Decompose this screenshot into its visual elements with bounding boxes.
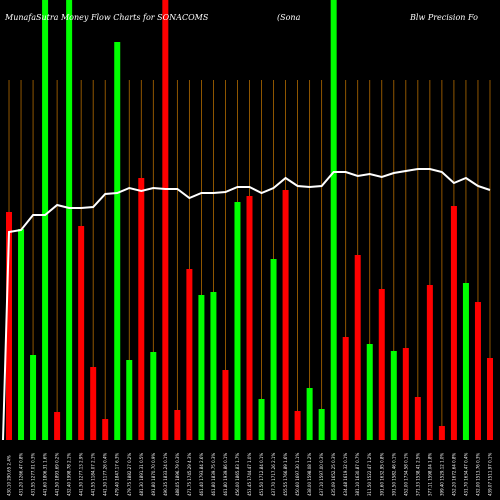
money-flow-bar	[174, 410, 181, 440]
x-tick-label: 451.45 1744.47 1.0%	[247, 453, 252, 496]
money-flow-bar	[210, 292, 217, 440]
money-flow-bar	[294, 411, 301, 440]
chart-title-company: (Sona	[277, 13, 301, 22]
x-tick-label: 434.48 1619.32 0.1%	[343, 453, 348, 496]
x-tick-label: 432.00 1513.76 0.3%	[475, 453, 480, 496]
money-flow-bar	[270, 259, 277, 440]
chart-title-main: MunafaSutra Money Flow Charts for SONACO…	[4, 13, 209, 22]
x-tick-label: 391.60 1632.95 0.8%	[379, 453, 384, 496]
money-flow-bar	[162, 0, 169, 440]
x-tick-label: 452.00 1734.58 0.1%	[403, 453, 408, 496]
x-tick-label: 479.75 1882.27 0.2%	[127, 453, 132, 496]
x-tick-label: 441.50 1893.69 0.2%	[55, 453, 60, 496]
money-flow-bar	[30, 355, 37, 440]
money-flow-bar	[330, 0, 337, 440]
money-flow-bar	[222, 370, 229, 440]
bars	[6, 0, 493, 440]
money-flow-bar	[66, 0, 73, 440]
chart-title-company-rest: Blw Precision Fo	[409, 13, 478, 22]
money-flow-bar	[54, 412, 61, 440]
x-tick-label: 441.30 1277.13 2.9%	[79, 453, 84, 496]
x-tick-label: 451.50 1712.84 0.1%	[259, 453, 264, 496]
money-flow-bar	[114, 42, 121, 440]
x-tick-label: 437.10 1597.00 0.3%	[319, 453, 324, 496]
x-tick-label: 399.40 1529.12 1.0%	[439, 453, 444, 496]
x-tick-label: 381.10 1630.87 0.7%	[355, 453, 360, 496]
x-tick-label: 479.40 1847.17 6.3%	[115, 453, 120, 496]
money-flow-bar	[486, 358, 493, 440]
x-tick-label: 391.50 1582.46 0.1%	[391, 453, 396, 496]
price-line-layer	[2, 168, 491, 441]
x-tick-label: 431.55 1277.01 0.3%	[31, 453, 36, 496]
money-flow-bar	[18, 229, 25, 440]
x-tick-label: 439.07 1511.97 0.1%	[487, 453, 492, 496]
money-flow-bar	[450, 206, 457, 440]
price-line	[2, 168, 491, 441]
money-flow-bar	[366, 344, 373, 440]
x-tick-label: 488.05 1896.79 0.3%	[175, 453, 180, 496]
money-flow-bar	[426, 285, 433, 440]
x-tick-label: 471.75 1745.29 4.3%	[187, 453, 192, 496]
money-flow-bar	[246, 196, 253, 440]
money-flow-bar	[282, 190, 289, 440]
x-tick-label: 461.40 1793.84 2.6%	[199, 453, 204, 496]
x-tick-label: 441.55 1184.07 2.1%	[91, 453, 96, 496]
x-tick-labels: 430.10 290.65 2.4% 431.20 1266.47 0.8% 431…	[7, 453, 493, 496]
money-flow-bar	[378, 289, 385, 440]
x-tick-label: 490.35 1833.24 0.1%	[163, 453, 168, 496]
x-tick-label: 431.70 1634.47 0.4%	[463, 453, 468, 496]
money-flow-bar	[138, 178, 145, 440]
money-flow-bar	[234, 202, 241, 440]
money-flow-bar	[474, 302, 481, 440]
money-flow-bar	[306, 388, 313, 440]
money-flow-bar	[462, 283, 469, 440]
x-tick-label: 435.09 1652.25 0.3%	[331, 453, 336, 496]
money-flow-bar	[90, 367, 97, 440]
x-tick-label: 311.50 1522.47 1.2%	[367, 453, 372, 496]
money-flow-bar	[258, 399, 265, 440]
money-flow-bar	[126, 360, 133, 440]
money-flow-bar	[318, 409, 325, 440]
x-tick-label: 455.55 1766.89 1.6%	[283, 453, 288, 496]
x-tick-label: 431.20 1266.47 0.8%	[19, 453, 24, 496]
money-flow-bar	[414, 397, 421, 440]
money-flow-bar	[42, 0, 49, 440]
x-tick-label: 461.80 1839.75 0.3%	[211, 453, 216, 496]
money-flow-bar	[102, 419, 109, 440]
x-tick-label: 461.80 1939.86 0.1%	[223, 453, 228, 496]
x-tick-label: 481.30 1891.31 0.5%	[139, 453, 144, 496]
money-flow-bar	[198, 295, 205, 440]
x-tick-label: 437.70 1717.26 2.1%	[271, 453, 276, 496]
money-flow-bar	[150, 352, 157, 440]
x-tick-label: 441.60 1806.31 1.6%	[43, 453, 48, 496]
money-flow-bar	[6, 212, 13, 440]
money-flow-bar	[438, 426, 445, 440]
money-flow-bar	[78, 226, 85, 440]
x-tick-label: 491.80 1870.70 0.9%	[151, 453, 156, 496]
x-tick-label: 371.33 1538.41 2.5%	[415, 453, 420, 496]
x-tick-label: 438.00 1598.08 1.2%	[307, 453, 312, 496]
x-tick-label: 432.40 1998.78 2.1%	[67, 453, 72, 496]
x-tick-label: 452.20 1672.64 0.8%	[451, 453, 456, 496]
x-tick-label: 441.30 1177.26 0.4%	[103, 453, 108, 496]
money-flow-bar	[342, 337, 349, 440]
money-flow-bar	[402, 348, 409, 440]
x-tick-label: 450.60 1697.30 1.1%	[295, 453, 300, 496]
x-tick-label: 456.00 1865.83 1.7%	[235, 453, 240, 496]
money-flow-bar	[390, 351, 397, 440]
money-flow-bar	[354, 255, 361, 440]
x-tick-label: 377.11 1598.04 1.8%	[427, 453, 432, 496]
x-tick-label: 430.10 290.65 2.4%	[7, 455, 12, 496]
money-flow-bar	[186, 269, 193, 440]
